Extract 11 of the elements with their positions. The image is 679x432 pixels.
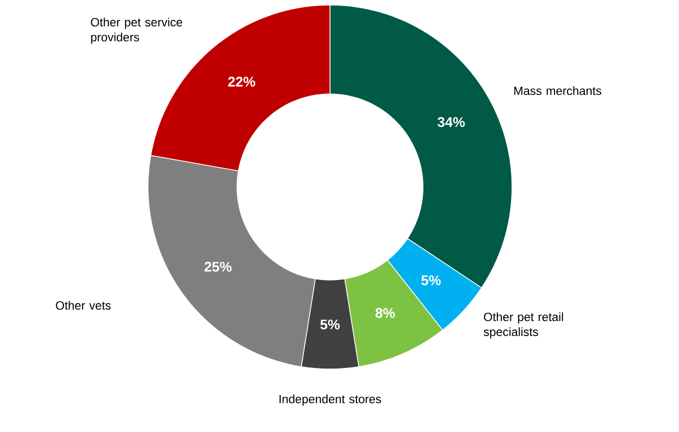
slice-label: Other vets [56, 300, 111, 310]
slice-label: Other pet retail specialists [484, 312, 563, 338]
data-label: 5% [421, 275, 441, 286]
slice-label: Mass merchants [514, 86, 602, 96]
data-label: 34% [438, 117, 465, 128]
data-label: 8% [375, 308, 395, 318]
data-label: 5% [320, 320, 340, 330]
slice-label: Independent stores [280, 394, 382, 406]
data-label: 22% [228, 76, 256, 87]
slice-label: Other pet service providers [90, 18, 182, 44]
data-label: 25% [204, 262, 232, 272]
